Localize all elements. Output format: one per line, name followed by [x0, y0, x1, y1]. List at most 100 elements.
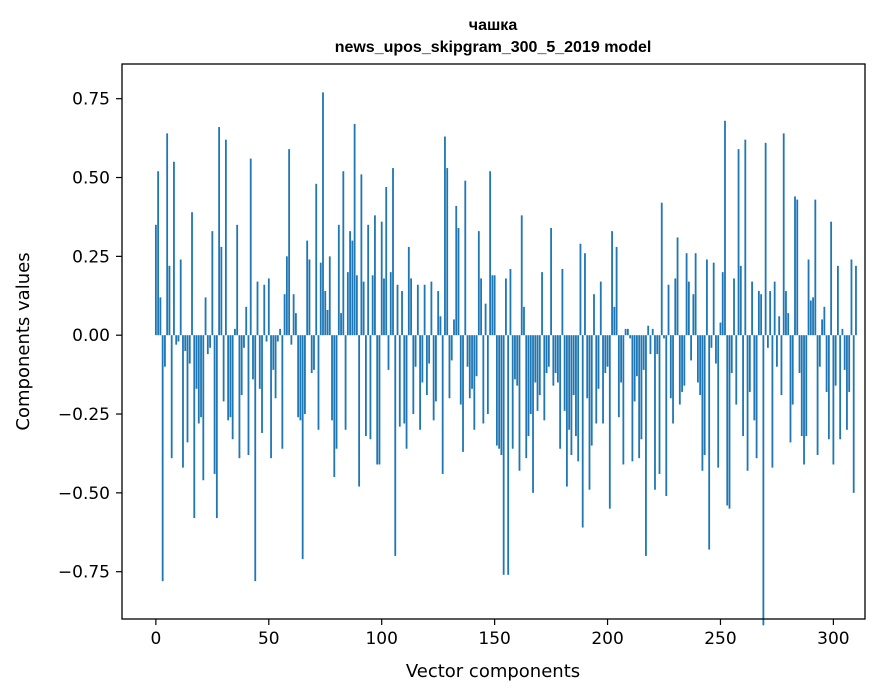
bar-component-32: [227, 335, 230, 421]
bar-component-232: [678, 335, 681, 405]
bar-component-112: [407, 246, 410, 336]
bar-component-235: [685, 253, 688, 336]
x-axis-ticks: 0 50 100 150 200 250 300: [150, 619, 850, 649]
bar-component-221: [654, 335, 656, 490]
bar-component-56: [281, 335, 284, 449]
bar-component-298: [827, 335, 830, 440]
bar-component-220: [651, 328, 654, 336]
bar-component-52: [272, 335, 275, 370]
bar-component-4: [164, 335, 166, 367]
bar-component-100: [380, 221, 383, 336]
bar-component-184: [570, 335, 573, 456]
bar-component-94: [367, 224, 370, 336]
bar-component-55: [279, 328, 281, 336]
bar-component-65: [301, 335, 304, 560]
bar-component-54: [276, 335, 279, 342]
bar-component-282: [791, 335, 794, 405]
bar-component-231: [676, 237, 679, 336]
bar-component-213: [636, 335, 638, 377]
bar-component-229: [672, 335, 674, 424]
bar-component-2: [159, 297, 162, 336]
bar-component-251: [721, 272, 724, 336]
bar-component-64: [299, 335, 302, 421]
bar-component-116: [416, 284, 419, 336]
bar-component-225: [663, 335, 665, 339]
x-tick-label: 50: [258, 629, 280, 649]
bar-component-289: [807, 259, 810, 336]
bar-component-161: [518, 335, 521, 471]
bar-component-268: [760, 294, 763, 336]
bar-component-149: [491, 275, 494, 336]
bar-component-179: [559, 335, 562, 449]
bar-component-267: [757, 291, 760, 336]
bar-component-166: [529, 335, 532, 415]
bar-component-48: [263, 284, 266, 336]
bar-series: [154, 92, 857, 626]
bar-component-284: [796, 199, 799, 336]
bar-component-304: [841, 328, 844, 336]
bar-component-75: [324, 291, 327, 336]
bar-component-240: [696, 335, 699, 383]
bar-component-111: [405, 335, 408, 449]
bar-component-21: [202, 335, 205, 481]
bar-component-97: [374, 215, 376, 336]
bar-component-47: [261, 335, 263, 433]
bar-component-29: [220, 246, 223, 336]
bar-component-23: [206, 335, 209, 355]
bar-component-117: [419, 335, 422, 430]
bar-component-16: [191, 212, 193, 336]
bar-component-234: [683, 335, 686, 386]
bar-component-119: [423, 284, 426, 336]
bar-component-172: [543, 335, 546, 421]
bar-component-58: [285, 256, 288, 336]
bar-component-273: [771, 335, 774, 468]
bar-component-82: [340, 313, 342, 336]
bar-component-63: [297, 335, 300, 418]
bar-component-210: [629, 335, 632, 339]
bar-component-226: [665, 335, 668, 497]
bar-component-45: [256, 281, 259, 336]
bar-component-139: [468, 335, 471, 399]
bar-component-132: [453, 319, 455, 336]
bar-component-79: [333, 335, 336, 478]
bar-component-203: [613, 306, 616, 336]
bar-component-36: [236, 224, 239, 336]
bar-component-158: [511, 335, 514, 449]
bar-component-151: [495, 335, 498, 446]
bar-component-194: [593, 294, 595, 336]
bar-component-44: [254, 335, 257, 582]
bar-component-223: [658, 335, 661, 474]
bar-component-306: [846, 335, 848, 430]
bar-component-105: [392, 168, 394, 336]
plot-frame: [121, 63, 866, 620]
bar-component-136: [462, 335, 464, 452]
bar-component-74: [322, 92, 324, 336]
bar-component-216: [642, 335, 645, 370]
bar-component-202: [611, 231, 613, 336]
bar-component-68: [308, 259, 311, 336]
bar-component-26: [213, 335, 216, 474]
bar-component-191: [586, 335, 589, 399]
bar-component-164: [525, 335, 528, 459]
bar-component-180: [561, 268, 564, 336]
bar-component-8: [173, 161, 175, 336]
bar-component-262: [746, 335, 749, 471]
bar-component-5: [166, 133, 169, 336]
bar-component-263: [748, 335, 751, 392]
bar-component-287: [803, 335, 805, 465]
chart-title-line2: news_upos_skipgram_300_5_2019 model: [335, 39, 652, 56]
bar-component-230: [674, 278, 677, 336]
bar-component-190: [584, 253, 586, 336]
bar-component-196: [597, 335, 600, 389]
bar-component-86: [349, 231, 351, 336]
bar-component-70: [313, 335, 315, 370]
bar-component-285: [798, 335, 801, 374]
bar-component-1: [157, 171, 160, 336]
bar-component-88: [353, 123, 356, 336]
y-tick-label: 0.75: [72, 90, 110, 110]
y-tick-label: 0.00: [72, 326, 110, 346]
bar-component-133: [455, 205, 458, 336]
bar-component-144: [480, 278, 482, 336]
bar-component-154: [502, 335, 505, 575]
